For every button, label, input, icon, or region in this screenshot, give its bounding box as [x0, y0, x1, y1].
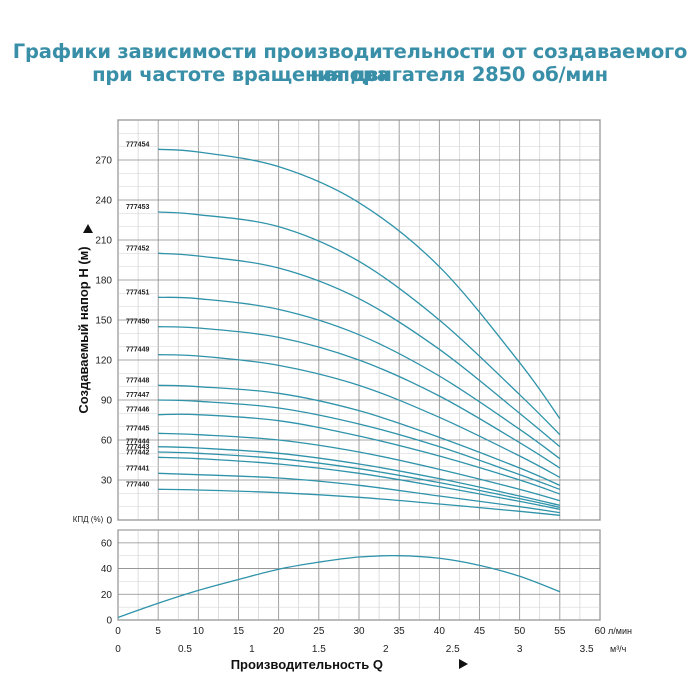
x-tick-label-m3h: 3: [517, 644, 523, 655]
head-curve-777444: [158, 446, 560, 506]
x-tick-label-m3h: 0.5: [178, 644, 192, 655]
x-tick-label-m3h: 0: [115, 644, 121, 655]
y-axis-arrow-icon: [83, 224, 93, 233]
head-curve-777445: [158, 432, 561, 502]
x-tick-label-lmin: 10: [193, 626, 205, 637]
x-tick-label-lmin: 35: [394, 626, 406, 637]
head-curve-777440: [158, 488, 560, 516]
efficiency-y-label: КПД (%): [73, 515, 104, 524]
head-y-tick-label: 270: [95, 156, 112, 167]
head-curve-777450: [158, 326, 561, 469]
model-label-777447: 777447: [126, 392, 149, 399]
model-label-777454: 777454: [126, 141, 149, 148]
head-curve-777452: [158, 252, 561, 448]
head-y-tick-label: 210: [95, 236, 112, 247]
head-curve-777442: [158, 456, 560, 510]
x-tick-label-m3h: 2: [383, 644, 389, 655]
head-y-tick-label: 150: [95, 316, 112, 327]
efficiency-y-tick-label: 0: [106, 616, 112, 627]
head-y-tick-label: 180: [95, 276, 112, 287]
x-tick-label-lmin: 30: [353, 626, 365, 637]
head-curve-777453: [158, 211, 561, 436]
x-tick-label-lmin: 20: [273, 626, 285, 637]
x-tick-label-lmin: 5: [155, 626, 161, 637]
head-curve-777441: [158, 472, 560, 514]
model-label-777450: 777450: [126, 319, 149, 326]
axis-labels: 0306090120150180210240270020406077744077…: [73, 141, 632, 672]
head-curve-777447: [158, 399, 561, 490]
head-curve-777448: [158, 384, 561, 486]
x-tick-label-m3h: 1: [249, 644, 255, 655]
x-tick-label-lmin: 60: [594, 626, 606, 637]
head-curves: [158, 148, 561, 516]
x-unit-lmin: л/мин: [608, 626, 632, 636]
x-tick-label-lmin: 40: [434, 626, 446, 637]
y-axis-label: Создаваемый напор H (м): [76, 246, 91, 413]
head-y-tick-label: 240: [95, 196, 112, 207]
head-curve-777454: [158, 148, 561, 420]
model-label-777448: 777448: [126, 377, 149, 384]
x-tick-label-m3h: 2.5: [446, 644, 460, 655]
model-label-777443: 777443: [126, 444, 149, 451]
chart-title-line1: Графики зависимости производительности о…: [12, 40, 688, 86]
model-label-777445: 777445: [126, 425, 149, 432]
x-tick-label-lmin: 50: [514, 626, 526, 637]
head-y-tick-label: 90: [101, 396, 113, 407]
head-y-tick-label: 120: [95, 356, 112, 367]
chart-title-line2: при частоте вращения двигателя 2850 об/м…: [92, 63, 608, 86]
head-curve-777443: [158, 451, 560, 508]
efficiency-curves: [117, 555, 561, 619]
x-tick-label-lmin: 15: [233, 626, 245, 637]
x-tick-label-lmin: 45: [474, 626, 486, 637]
efficiency-grid: [117, 529, 601, 621]
model-label-777440: 777440: [126, 481, 149, 488]
x-unit-m3h: м³/ч: [610, 644, 627, 654]
head-curve-777449: [158, 354, 561, 478]
head-curve-777451: [158, 296, 561, 460]
head-y-tick-label: 60: [101, 436, 113, 447]
x-tick-label-m3h: 3.5: [580, 644, 594, 655]
head-y-tick-label: 30: [101, 476, 113, 487]
efficiency-y-tick-label: 60: [101, 538, 113, 549]
model-label-777452: 777452: [126, 245, 149, 252]
head-curve-777446: [158, 413, 561, 495]
model-label-777441: 777441: [126, 465, 149, 472]
model-label-777444: 777444: [126, 439, 149, 446]
x-tick-label-lmin: 55: [554, 626, 566, 637]
head-y-tick-label: 0: [106, 516, 112, 527]
model-label-777442: 777442: [126, 449, 149, 456]
efficiency-y-tick-label: 20: [101, 590, 113, 601]
model-label-777449: 777449: [126, 347, 149, 354]
x-tick-label-m3h: 1.5: [312, 644, 326, 655]
model-label-777451: 777451: [126, 289, 149, 296]
x-axis-label: Производительность Q: [231, 657, 383, 672]
x-axis-arrow-icon: [459, 659, 468, 669]
model-label-777446: 777446: [126, 407, 149, 414]
x-tick-label-lmin: 0: [115, 626, 121, 637]
model-label-777453: 777453: [126, 204, 149, 211]
efficiency-y-tick-label: 40: [101, 564, 113, 575]
x-tick-label-lmin: 25: [313, 626, 325, 637]
efficiency-curve: [117, 555, 561, 619]
